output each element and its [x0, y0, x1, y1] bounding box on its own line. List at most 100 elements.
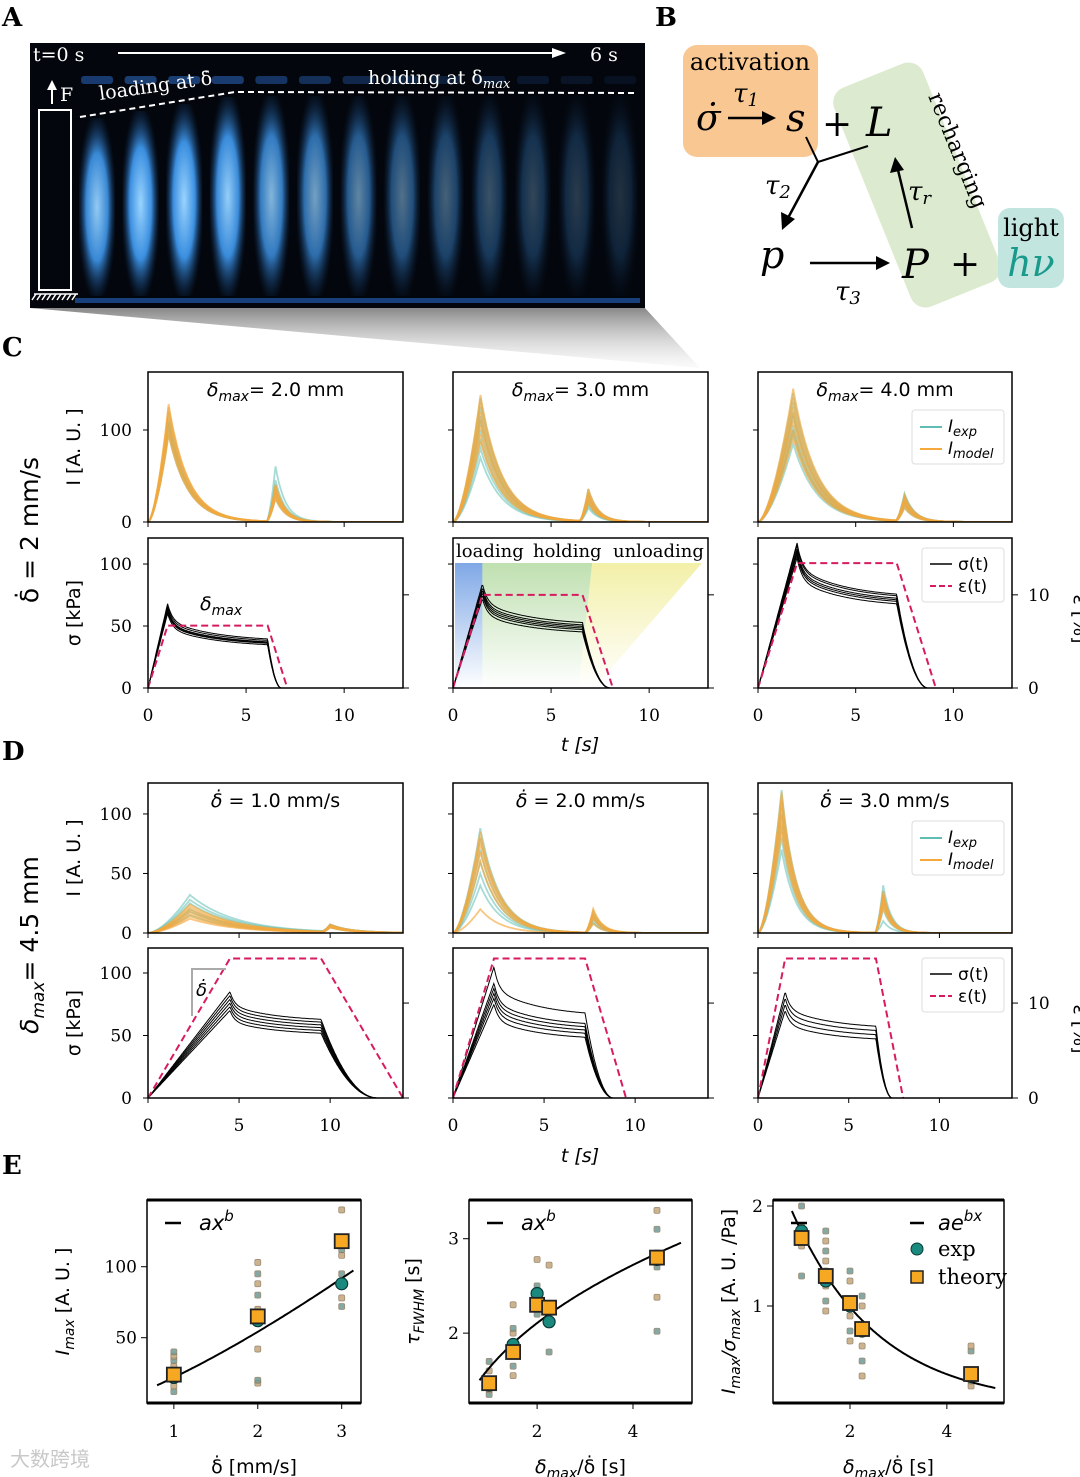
tau3-label: τ3 [835, 277, 861, 309]
x-tick-label: 5 [546, 706, 557, 726]
tau2-sub: 2 [778, 182, 790, 203]
hnu-symbol: hν [1007, 241, 1055, 285]
tau1-arrowhead-icon [762, 111, 776, 125]
frame-top-plate-12 [604, 76, 637, 84]
row-d-label-main: δ [15, 1019, 44, 1034]
sample-point [967, 1342, 975, 1350]
tau3-arrowhead-icon [876, 256, 890, 270]
frame-strip [79, 76, 639, 296]
stress-series-4 [453, 981, 708, 1098]
x-tick-label: 1 [168, 1422, 179, 1442]
x-tick-label: 4 [628, 1422, 639, 1442]
intensity-frame [757, 782, 1013, 934]
sample-point [822, 1297, 830, 1305]
sample-point [254, 1270, 262, 1278]
sample-point [653, 1327, 661, 1335]
y-tick-label: 2 [448, 1324, 459, 1344]
title-sub: max [218, 389, 249, 405]
base-plate-glow [75, 298, 640, 303]
sample-point [509, 1301, 517, 1309]
delta-dot-annotation: δ̇ [196, 978, 207, 1001]
title-value: = 3.0 mm [554, 379, 649, 401]
row-d-label-sub: max [29, 981, 49, 1019]
sample-point [338, 1206, 346, 1214]
sample-point [170, 1388, 178, 1396]
scatter-axes-E1: 1 2 3 50 100 δ̇ [mm/s] Imax [A. U. ] axb [52, 1198, 362, 1477]
legend-theory-marker [910, 1270, 924, 1284]
legend-fit-label: aebx [938, 1207, 982, 1235]
stress-series-0 [453, 1003, 708, 1098]
sample-point [509, 1362, 517, 1370]
stress-series-5 [453, 584, 708, 688]
intensity-y-tick-label: 100 [100, 421, 132, 441]
strain-curve [148, 624, 289, 688]
species-s: s [786, 96, 806, 140]
intensity-exp-series-5 [758, 849, 1012, 933]
title-symbol: δ [207, 379, 219, 401]
x-tick-label: 5 [850, 706, 861, 726]
intensity-y-tick-label: 100 [100, 805, 132, 825]
activation-label: activation [690, 48, 810, 76]
scatter-axes-E3: 2 4 1 2 δmax/δ̇ [s] Imax/σmax [A. U. /Pa] aebx… [718, 1197, 1007, 1477]
title-symbol: δ [816, 379, 828, 401]
legend-strain-label: ε(t) [958, 577, 987, 597]
stress-frame [147, 537, 404, 689]
title-value: = 4.0 mm [858, 379, 953, 401]
theory-marker [165, 1366, 182, 1383]
intensity-model-series-0 [148, 406, 402, 522]
holding-label: holding at δmax [368, 67, 511, 92]
c-time-axis-label: t [s] [561, 734, 599, 756]
sample-point [858, 1342, 866, 1350]
time-end-label: 6 s [590, 44, 618, 66]
theory-marker [963, 1366, 979, 1382]
frame-12 [602, 96, 639, 296]
x-tick-label: 2 [252, 1422, 263, 1442]
light-box [998, 208, 1064, 288]
sample-point [254, 1280, 262, 1288]
sample-point [822, 1247, 830, 1255]
stress-frame [757, 947, 1013, 1099]
legend-stress-label: σ(t) [958, 965, 989, 985]
stress-curves-C2 [453, 584, 708, 688]
x-tick-label: 10 [943, 706, 965, 726]
stress-series-2 [453, 992, 708, 1098]
strain-axis-label: ε [%] [1069, 594, 1080, 643]
sample-point [858, 1357, 866, 1365]
intensity-curves-C1 [148, 404, 402, 522]
stress-y-tick-label: 0 [121, 1089, 132, 1109]
legend-exp-label: Iexp [948, 828, 977, 851]
phase-label-loading: loading [456, 541, 524, 562]
tau1-sub: 1 [747, 90, 758, 111]
intensity-axes-C2: δmax= 3.0 mm [448, 371, 709, 527]
stress-curves-D1 [148, 957, 403, 1098]
sample-point [338, 1270, 346, 1278]
theory-marker [649, 1249, 665, 1266]
intensity-model-series-5 [758, 831, 1012, 933]
legend-stress-label: σ(t) [958, 555, 989, 575]
stress-series-0 [758, 555, 1012, 688]
sample-point [338, 1294, 346, 1302]
tau3-sub: 3 [849, 288, 860, 309]
panel-title: δ̇ = 3.0 mm/s [820, 788, 949, 812]
sample-point [846, 1267, 854, 1275]
recharging-box [833, 62, 1001, 308]
stress-series-3 [453, 987, 708, 1098]
title-symbol: δ̇ [820, 788, 832, 812]
legend-box [921, 957, 1005, 1013]
frame-top-plate-8 [429, 76, 462, 84]
x-tick-label: 0 [448, 706, 459, 726]
panel-title: δmax= 4.0 mm [816, 379, 953, 405]
x-axis-label: δ̇ [mm/s] [211, 1454, 297, 1477]
stress-series-4 [758, 545, 1012, 688]
stress-axes-C3: 0 5 10 0 10 ε [%] σ(t)ε(t) [753, 537, 1080, 726]
strain-curve [148, 957, 403, 1098]
theory-marker [541, 1299, 557, 1316]
rate-bracket [191, 968, 226, 1016]
panel-b-reaction-scheme: activation σ̇ τ1 s + L τ2 p τ3 P + τr re… [683, 45, 1064, 309]
panel-label-d: D [2, 737, 25, 767]
stress-legend: σ(t)ε(t) [921, 547, 1005, 603]
intensity-model-series-5 [453, 907, 708, 933]
legend-exp-marker [910, 1242, 924, 1256]
stress-curves-D3 [758, 957, 1012, 1098]
